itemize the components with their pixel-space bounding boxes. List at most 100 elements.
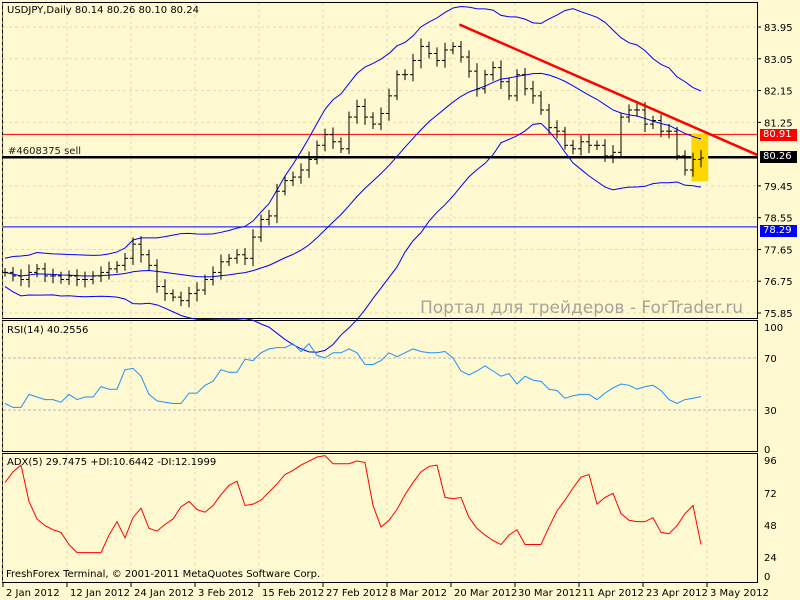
rsi-y-tick-label: 30 xyxy=(764,406,777,417)
ohlc-bar xyxy=(170,289,176,302)
ohlc-bar xyxy=(258,214,264,242)
ohlc-bar xyxy=(10,266,16,282)
y-tick-label: 82.15 xyxy=(764,87,793,98)
highlight-zone xyxy=(691,133,709,182)
ohlc-bar xyxy=(66,270,72,285)
y-tick-label: 79.45 xyxy=(764,182,793,193)
ohlc-bar xyxy=(370,112,376,129)
ohlc-bar xyxy=(698,150,704,168)
x-tick-label: 20 Mar 2012 xyxy=(454,588,517,599)
ohlc-bar xyxy=(178,291,184,307)
ohlc-bar xyxy=(290,171,296,187)
y-tick-label: 83.05 xyxy=(764,55,793,66)
price-badge-order: 80.26 xyxy=(760,151,797,163)
ohlc-bar xyxy=(498,60,504,89)
ohlc-bar xyxy=(466,50,472,78)
ohlc-bar xyxy=(226,254,232,267)
watermark: Портал для трейдеров - ForTrader.ru xyxy=(420,298,744,318)
x-tick-label: 23 Apr 2012 xyxy=(646,588,708,599)
ohlc-bar xyxy=(442,42,448,68)
ohlc-bar xyxy=(314,140,320,165)
ohlc-bar xyxy=(634,103,640,117)
ohlc-bar xyxy=(338,137,344,154)
x-tick-label: 3 Feb 2012 xyxy=(198,588,254,599)
ohlc-bar xyxy=(578,135,584,156)
ohlc-bar xyxy=(538,91,544,115)
ohlc-bar xyxy=(186,286,192,308)
y-tick-label: 77.65 xyxy=(764,245,793,256)
ohlc-bar xyxy=(90,271,96,285)
ohlc-bar xyxy=(514,69,520,102)
ohlc-bar xyxy=(362,98,368,125)
adx-y-tick-label: 72 xyxy=(764,489,777,500)
ohlc-bar xyxy=(434,47,440,67)
x-tick-label: 8 Mar 2012 xyxy=(390,588,447,599)
ohlc-bar xyxy=(26,264,32,288)
ohlc-bar xyxy=(386,88,392,121)
ohlc-bar xyxy=(546,103,552,134)
ohlc-bar xyxy=(570,139,576,155)
ohlc-bar xyxy=(50,268,56,284)
ohlc-bar xyxy=(610,145,616,164)
band-upper-line xyxy=(4,5,702,259)
ohlc-bar xyxy=(322,128,328,152)
ohlc-bar xyxy=(114,261,120,274)
x-tick-label: 3 May 2012 xyxy=(710,588,769,599)
adx-title: ADX(5) 29.7475 +DI:10.6442 -DI:12.1999 xyxy=(7,457,217,468)
ohlc-bar xyxy=(146,249,152,271)
ohlc-bar xyxy=(274,183,280,224)
ohlc-bar xyxy=(138,236,144,263)
ohlc-bar xyxy=(210,266,216,286)
ohlc-bar xyxy=(402,69,408,81)
ohlc-bar xyxy=(18,269,24,287)
ohlc-bar xyxy=(82,271,88,288)
ohlc-bar xyxy=(658,114,664,138)
ohlc-bar xyxy=(266,209,272,226)
ohlc-bar xyxy=(522,68,528,96)
adx-y-tick-label: 48 xyxy=(764,521,777,532)
rsi-line xyxy=(4,342,702,408)
ohlc-bar xyxy=(674,126,680,161)
rsi-y-tick-label: 0 xyxy=(764,445,770,456)
x-tick-label: 27 Feb 2012 xyxy=(326,588,388,599)
ohlc-bar xyxy=(58,271,64,284)
ohlc-bar xyxy=(418,38,424,69)
ohlc-bar xyxy=(2,268,8,277)
ohlc-bar xyxy=(354,99,360,124)
ohlc-bar xyxy=(74,269,80,287)
ohlc-bar xyxy=(250,229,256,267)
ohlc-bar xyxy=(346,111,352,155)
ohlc-bar xyxy=(410,53,416,82)
ohlc-bar xyxy=(554,120,560,139)
ohlc-bar xyxy=(242,248,248,265)
ohlc-bar xyxy=(594,140,600,151)
ohlc-bar xyxy=(34,264,40,278)
ohlc-bar xyxy=(298,163,304,184)
ohlc-bar xyxy=(218,254,224,280)
ohlc-bar xyxy=(154,259,160,293)
rsi-panel-frame xyxy=(2,320,758,452)
y-tick-label: 76.75 xyxy=(764,277,793,288)
adx-y-tick-label: 0 xyxy=(764,572,770,583)
ohlc-bar xyxy=(330,127,336,150)
x-tick-label: 2 Jan 2012 xyxy=(6,588,60,599)
ohlc-bar xyxy=(282,176,288,196)
adx-y-tick-label: 24 xyxy=(764,553,777,564)
ohlc-bar xyxy=(130,237,136,265)
ohlc-bar xyxy=(458,40,464,63)
ohlc-bar xyxy=(626,104,632,123)
ohlc-bar xyxy=(618,112,624,157)
ohlc-bar xyxy=(490,61,496,81)
band-lower-line xyxy=(4,122,702,353)
ohlc-bar xyxy=(650,115,656,129)
band-middle-line xyxy=(4,72,702,278)
ohlc-bar xyxy=(530,80,536,104)
ohlc-bar xyxy=(474,63,480,97)
ohlc-bar xyxy=(450,42,456,55)
x-tick-label: 11 Apr 2012 xyxy=(582,588,644,599)
ohlc-bar xyxy=(602,139,608,162)
ohlc-bar xyxy=(122,252,128,271)
ohlc-bar xyxy=(162,279,168,301)
ohlc-bar xyxy=(202,274,208,295)
rsi-y-tick-label: 100 xyxy=(764,323,783,334)
